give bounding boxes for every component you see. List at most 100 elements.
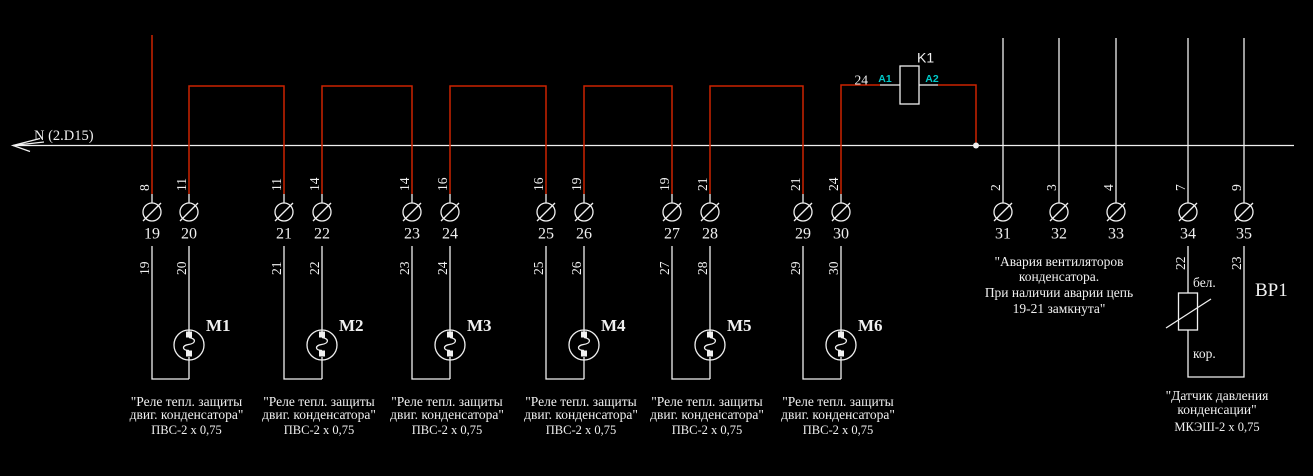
motor-caption-line1: "Реле тепл. защиты xyxy=(651,394,762,409)
terminal-slash-icon xyxy=(179,202,199,222)
relay-k1: K1 24 A1 A2 xyxy=(855,50,979,149)
motor-caption-line2: двиг. конденсатора" xyxy=(524,407,638,422)
terminal-34: 34 7 xyxy=(1173,184,1198,243)
terminal-number: 21 xyxy=(276,226,292,243)
terminal-icon xyxy=(142,202,162,222)
red-bridge-28-29 xyxy=(709,85,804,194)
thermal-element-icon xyxy=(834,336,848,352)
terminal-number: 22 xyxy=(314,226,330,243)
wire-number: 8 xyxy=(137,184,152,191)
terminal-slash-icon xyxy=(1049,202,1069,222)
terminal-icon xyxy=(1234,202,1254,222)
terminal-icon xyxy=(440,202,460,222)
alarm-note-line2: конденсатора. xyxy=(1019,269,1099,284)
sensor-caption-line1: "Датчик давления xyxy=(1166,388,1269,403)
terminal-slash-icon xyxy=(574,202,594,222)
terminal-32: 32 3 xyxy=(1044,184,1069,243)
core-number-right: 28 xyxy=(695,261,710,275)
alarm-note-line3: При наличии аварии цепь xyxy=(985,285,1133,300)
wire-number: 7 xyxy=(1173,184,1188,191)
terminal-35: 35 9 xyxy=(1229,184,1254,243)
terminal-slash-icon xyxy=(1234,202,1254,222)
terminal-30: 30 24 xyxy=(826,177,851,243)
wire-number: 19 xyxy=(569,177,584,191)
sensor-name: ВР1 xyxy=(1255,280,1288,301)
terminal-26: 26 19 xyxy=(569,177,594,243)
terminal-number: 32 xyxy=(1051,226,1067,243)
terminal-icon xyxy=(312,202,332,222)
red-wire-30-to-coil xyxy=(840,84,880,194)
alarm-feeder-wires xyxy=(1002,38,1245,203)
terminal-29: 29 21 xyxy=(788,178,813,243)
thermal-relay-icon xyxy=(568,329,600,361)
terminal-number: 23 xyxy=(404,226,420,243)
terminal-24: 24 16 xyxy=(435,177,460,243)
terminal-icon xyxy=(1178,202,1198,222)
motor-name: M4 xyxy=(601,316,626,335)
motor-wires xyxy=(802,246,842,380)
motor-cable-type: ПВС-2 х 0,75 xyxy=(546,423,617,437)
terminal-31: 31 2 xyxy=(988,184,1013,243)
terminal-slash-icon xyxy=(700,202,720,222)
motor-caption-line2: двиг. конденсатора" xyxy=(781,407,895,422)
terminal-slash-icon xyxy=(1106,202,1126,222)
terminal-slash-icon xyxy=(993,202,1013,222)
terminal-slash-icon xyxy=(831,202,851,222)
contact-square-icon xyxy=(447,331,453,338)
motor-circuit-m6: M6 29 30 "Реле тепл. защиты двиг. конден… xyxy=(781,246,895,437)
contact-square-icon xyxy=(707,350,713,357)
coil-pin-a2: A2 xyxy=(925,73,939,85)
sensor-wires xyxy=(1187,246,1245,378)
wire-number: 3 xyxy=(1044,184,1059,191)
contact-square-icon xyxy=(186,350,192,357)
thermal-element-icon xyxy=(315,336,329,352)
contact-square-icon xyxy=(581,350,587,357)
wire-number: 4 xyxy=(1101,184,1116,191)
terminal-icon xyxy=(662,202,682,222)
motor-caption-line1: "Реле тепл. защиты xyxy=(131,394,242,409)
thermal-relay-icon xyxy=(306,329,338,361)
coil-symbol xyxy=(899,65,920,105)
core-number-left: 22 xyxy=(1173,257,1188,271)
motor-name: M2 xyxy=(339,316,364,335)
terminal-25: 25 16 xyxy=(531,177,556,243)
contact-square-icon xyxy=(581,331,587,338)
thermal-element-icon xyxy=(703,336,717,352)
motor-circuit-m2: M2 21 22 "Реле тепл. защиты двиг. конден… xyxy=(262,246,376,437)
motor-wires xyxy=(151,246,190,380)
motor-circuit-m5: M5 27 28 "Реле тепл. защиты двиг. конден… xyxy=(650,246,764,437)
thermal-relay-icon xyxy=(694,329,726,361)
terminal-icon xyxy=(274,202,294,222)
terminal-22: 22 14 xyxy=(307,177,332,243)
thermal-element-icon xyxy=(577,336,591,352)
thermal-element-icon xyxy=(182,336,196,352)
terminal-icon xyxy=(831,202,851,222)
sensor-element-icon xyxy=(1177,292,1199,331)
core-number-right: 22 xyxy=(307,262,322,276)
terminal-number: 30 xyxy=(833,226,849,243)
alarm-note: "Авария вентиляторов конденсатора. При н… xyxy=(985,254,1133,316)
relay-wire-number: 24 xyxy=(855,73,869,88)
n-bus-label: N (2.D15) xyxy=(34,128,94,144)
terminal-28: 28 21 xyxy=(695,178,720,243)
motor-name: M3 xyxy=(467,316,492,335)
motor-caption-line2: двиг. конденсатора" xyxy=(262,407,376,422)
terminal-number: 20 xyxy=(181,226,197,243)
sensor-diagonal-icon xyxy=(1165,298,1212,329)
terminal-21: 21 11 xyxy=(269,178,294,243)
junction-dot xyxy=(973,142,979,149)
terminal-23: 23 14 xyxy=(397,177,422,243)
contact-square-icon xyxy=(707,331,713,338)
alarm-note-line1: "Авария вентиляторов xyxy=(995,254,1124,269)
terminal-number: 29 xyxy=(795,226,811,243)
terminal-slash-icon xyxy=(793,202,813,222)
n-bus: N (2.D15) xyxy=(10,128,1294,153)
terminal-icon xyxy=(1049,202,1069,222)
terminal-number: 24 xyxy=(442,226,458,243)
terminal-number: 27 xyxy=(664,226,680,243)
core-number-left: 19 xyxy=(137,261,152,275)
terminal-number: 28 xyxy=(702,226,718,243)
motor-caption-line1: "Реле тепл. защиты xyxy=(391,394,502,409)
terminal-icon xyxy=(1106,202,1126,222)
coil-pin-a1: A1 xyxy=(878,73,892,85)
